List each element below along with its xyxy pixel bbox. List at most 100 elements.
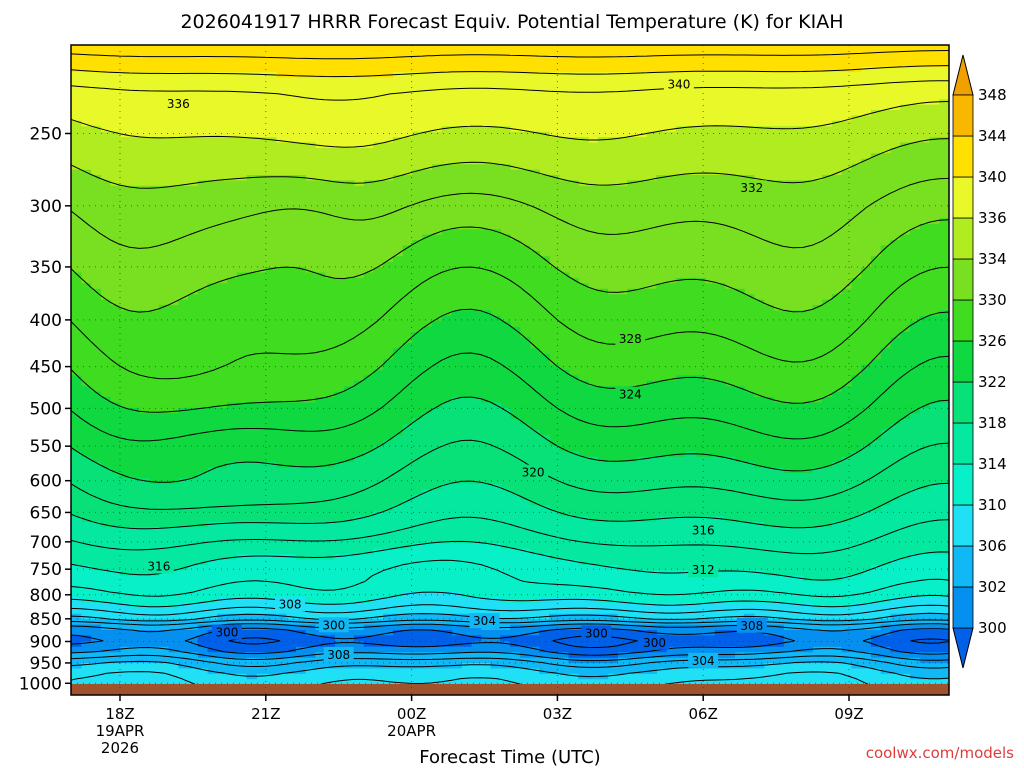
y-tick-label: 500	[30, 399, 62, 419]
contour-label: 308	[323, 646, 354, 662]
y-tick-label: 550	[30, 437, 62, 457]
contour-label-text: 316	[147, 560, 170, 574]
contour-label: 300	[639, 634, 670, 650]
y-tick-label: 600	[30, 472, 62, 492]
contour-label-text: 320	[522, 466, 545, 480]
colorbar-segment	[952, 381, 974, 424]
colorbar-segment	[952, 422, 974, 465]
contour-line-328	[71, 266, 949, 380]
contour-label: 308	[275, 596, 306, 612]
contour-label-text: 316	[692, 523, 715, 537]
contour-line-330	[71, 219, 949, 313]
contour-label-text: 300	[585, 626, 608, 640]
contour-label-text: 300	[215, 626, 238, 640]
contour-band	[71, 483, 949, 582]
y-tick-label: 400	[30, 311, 62, 331]
contour-label-text: 324	[619, 388, 642, 402]
plot-frame	[70, 44, 950, 696]
contour-label: 304	[469, 613, 500, 629]
x-axis: 18Z 19APR 2026 21Z 00Z 20APR 03Z 06Z 09Z	[96, 695, 864, 757]
y-tick-label: 700	[30, 533, 62, 553]
colorbar-tick-label: 340	[978, 168, 1007, 186]
contour-label-background	[469, 613, 500, 629]
x-tick-label: 21Z	[251, 705, 280, 723]
contour-lines	[71, 50, 949, 692]
contour-labels: 340 336 332 328 324 320 316 316 312 308 308 308 304 3…	[143, 76, 767, 668]
contour-label: 328	[615, 331, 646, 347]
y-tick-label: 650	[30, 503, 62, 523]
contour-band	[71, 45, 949, 79]
contour-label-text: 304	[692, 654, 715, 668]
x-axis-label: Forecast Time (UTC)	[419, 747, 600, 768]
contour-label-text: 332	[740, 181, 763, 195]
contour-label-text: 300	[643, 636, 666, 650]
contour-label-background	[211, 624, 242, 640]
contour-label-text: 304	[473, 614, 496, 628]
contour-label-background	[581, 625, 612, 641]
x-tick-label-line: 06Z	[689, 705, 718, 723]
contour-label-text: 308	[327, 648, 350, 662]
contour-label-background	[275, 596, 306, 612]
y-tick-label: 350	[30, 258, 62, 278]
colorbar-tick-label: 302	[978, 578, 1007, 596]
x-tick-label: 18Z 19APR 2026	[96, 705, 145, 757]
contour-label: 312	[688, 562, 719, 578]
colorbar-segment	[952, 94, 974, 137]
colorbar-segment	[952, 504, 974, 547]
y-tick-label: 1000	[19, 674, 62, 694]
contour-label: 300	[581, 625, 612, 641]
contour-line-318	[71, 480, 949, 530]
contour-line-336	[71, 101, 949, 148]
y-tick-label: 850	[30, 610, 62, 630]
y-tick-label: 450	[30, 358, 62, 378]
x-tick-label-line: 21Z	[251, 705, 280, 723]
contour-label: 316	[143, 558, 174, 574]
grid-lines	[71, 45, 949, 695]
x-tick-label-line: 00Z	[397, 705, 426, 723]
x-tick-label: 06Z	[689, 705, 718, 723]
colorbar-tick-label: 314	[978, 455, 1007, 473]
colorbar-segment	[952, 545, 974, 588]
contour-line-314	[71, 540, 949, 581]
colorbar-segment	[952, 340, 974, 383]
contour-label: 300	[318, 617, 349, 633]
colorbar-min-triangle	[952, 627, 974, 669]
colorbar-tick-label: 344	[978, 127, 1007, 145]
contour-line-322	[71, 396, 949, 483]
contour-line-338	[71, 80, 949, 101]
contour-label-background	[323, 646, 354, 662]
credit-text: coolwx.com/models	[866, 744, 1014, 762]
colorbar-tick-label: 336	[978, 209, 1007, 227]
contour-line-312	[71, 559, 949, 598]
x-tick-label: 00Z 20APR	[387, 705, 436, 740]
y-tick-label: 900	[30, 632, 62, 652]
y-axis: 2503003504004505005506006507007508008509…	[19, 124, 71, 694]
contour-label-background	[318, 617, 349, 633]
colorbar-segment	[952, 176, 974, 219]
contour-label-background	[143, 558, 174, 574]
contour-line-342	[71, 50, 949, 60]
contour-label: 308	[736, 617, 767, 633]
colorbar-tick-label: 306	[978, 537, 1007, 555]
ground-terrain-strip	[71, 684, 949, 695]
colorbar-segment	[952, 463, 974, 506]
y-tick-label: 250	[30, 124, 62, 144]
contour-band	[71, 592, 949, 695]
contour-line-334	[71, 138, 949, 189]
contour-label-background	[688, 522, 719, 538]
contour-label: 324	[615, 386, 646, 402]
contour-label-background	[639, 634, 670, 650]
y-tick-label: 750	[30, 560, 62, 580]
contour-label-background	[736, 617, 767, 633]
contour-label-background	[688, 562, 719, 578]
colorbar-tick-label: 334	[978, 250, 1007, 268]
contour-label-background	[663, 76, 694, 92]
contour-line-306	[71, 612, 949, 680]
contour-label-text: 340	[667, 78, 690, 92]
colorbar-tick-label: 300	[978, 619, 1007, 637]
contour-label-background	[518, 464, 549, 480]
colorbar-tick-label: 330	[978, 291, 1007, 309]
colorbar-segment	[952, 135, 974, 178]
contour-label-text: 336	[167, 97, 190, 111]
colorbar-segment	[952, 586, 974, 629]
